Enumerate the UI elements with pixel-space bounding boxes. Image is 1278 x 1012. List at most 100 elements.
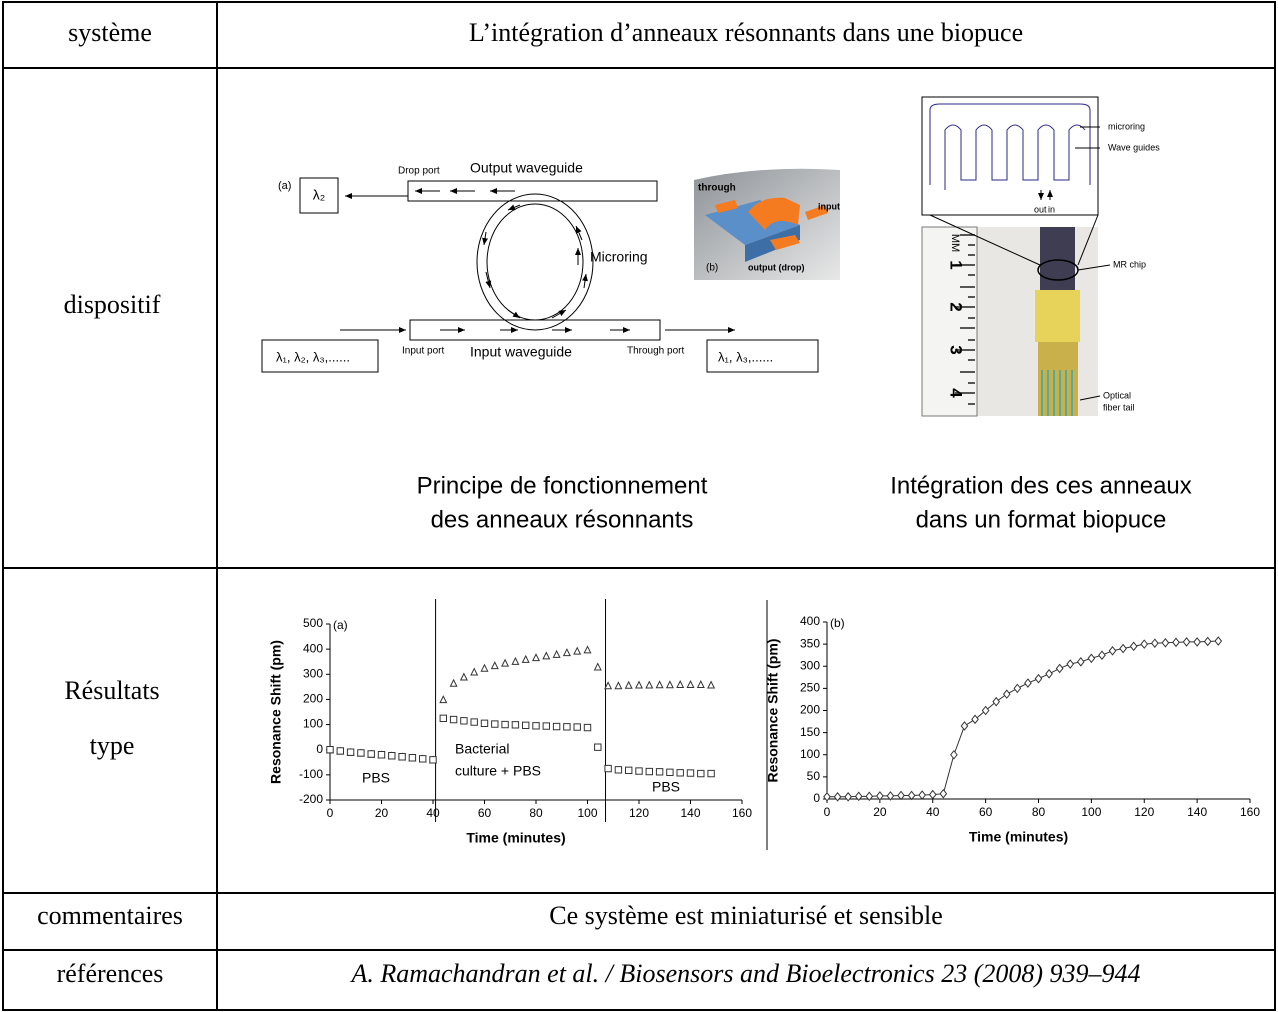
x-tick-label: 100 [1081,805,1101,819]
data-point [1150,638,1159,649]
axis-title: Time (minutes) [466,830,565,846]
data-point [419,755,427,763]
data-point [676,680,685,689]
data-point [1098,650,1106,660]
data-point [521,654,530,663]
data-point [1193,637,1201,647]
data-point [886,791,895,801]
data-point [666,768,674,777]
panel-label: (a) [278,180,291,192]
y-tick-label: 500 [303,616,323,630]
data-point [388,752,396,760]
row-content: A. Ramachandran et al. / Biosensors and … [349,959,1140,988]
data-point [625,766,633,775]
data-point [542,722,550,730]
row-label: commentaires [37,901,183,930]
axis-title: Resonance Shift (pm) [268,640,284,784]
annotation: PBS [652,779,680,795]
y-tick-label: 100 [303,717,323,731]
data-point [833,791,842,802]
x-tick-label: 140 [1187,805,1207,819]
row-label: type [90,731,135,760]
wavelength-label: λ₂ [313,187,325,203]
port-label: Through port [627,346,684,357]
data-point [1045,668,1053,679]
figure-caption: des anneaux résonnants [431,506,694,533]
data-point [522,721,530,730]
data-point [707,769,715,778]
data-point [686,769,695,777]
data-point [1172,637,1180,648]
data-point [562,648,571,657]
data-point [490,661,499,670]
data-point [439,714,447,722]
x-tick-label: 100 [577,806,597,820]
x-tick-label: 160 [1240,805,1260,819]
axis-title: Resonance Shift (pm) [765,639,781,783]
data-point [645,680,654,689]
annotation: PBS [362,770,390,786]
annotation: Bacterial [455,741,509,757]
data-point [594,743,602,751]
x-tick-label: 20 [375,806,389,820]
ring-label: Microring [590,249,648,265]
x-tick-label: 0 [824,805,831,819]
figure-caption: Principe de fonctionnement [417,472,708,499]
ruler-label: 2 [947,302,966,311]
data-point [501,720,509,729]
data-point [707,680,716,689]
panel-label: (b) [830,616,845,630]
data-point [697,769,705,778]
data-point [470,667,479,676]
data-point [1119,643,1127,654]
x-tick-label: 60 [478,806,492,820]
data-point [1024,678,1032,688]
data-point [346,748,355,756]
y-tick-label: 0 [316,742,323,756]
panel-label: (a) [333,618,348,632]
ruler-label: 1 [947,260,966,269]
data-point [686,680,695,689]
y-tick-label: 250 [800,681,820,695]
data-point [696,680,705,689]
y-tick-label: -100 [299,767,323,781]
data-point [918,790,927,800]
y-tick-label: 350 [800,636,820,650]
y-tick-label: 400 [800,614,820,628]
data-point [439,695,448,704]
data-point [326,746,334,754]
data-point [367,750,375,758]
photo-label: fiber tail [1103,402,1135,412]
data-point [501,658,510,667]
data-point [408,754,417,762]
data-point [573,723,581,731]
data-point [1002,689,1011,699]
y-tick-label: 200 [303,692,323,706]
data-point [614,681,623,690]
waveguide-label: Output waveguide [470,160,583,176]
annotation: culture + PBS [455,763,541,779]
data-point [928,789,937,800]
data-point [960,721,969,731]
schematic-label: microring [1108,121,1145,131]
waveguide-label: Input waveguide [470,344,572,360]
data-point [981,705,990,716]
data-point [336,747,344,755]
data-point [552,649,561,658]
data-point [604,681,613,690]
data-point [1203,636,1212,647]
data-point [645,767,653,776]
data-point [635,767,643,775]
data-point [1129,641,1138,652]
data-point [583,723,592,732]
y-tick-label: 150 [800,725,820,739]
row-content: L’intégration d’anneaux résonnants dans … [469,18,1023,47]
wavelength-label: λ₁, λ₂, λ₃,...... [276,349,350,364]
data-point [1055,663,1064,674]
y-tick-label: 100 [800,747,820,761]
data-point [634,680,644,689]
data-point [865,791,874,802]
y-tick-label: -200 [299,792,323,806]
data-point [1034,673,1043,684]
data-point [1140,639,1149,649]
